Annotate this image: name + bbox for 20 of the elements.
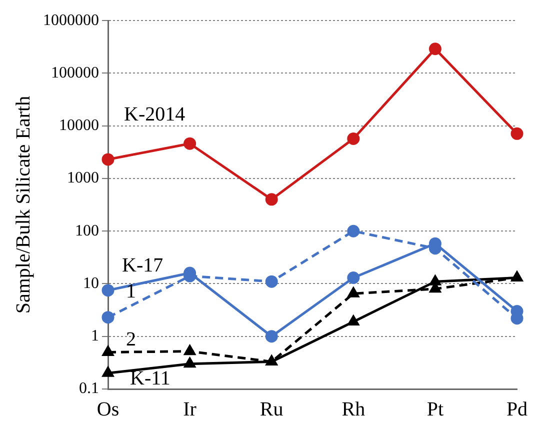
series-label: 1 <box>126 280 136 303</box>
series-label: K-11 <box>130 367 170 390</box>
series-label: K-2014 <box>124 104 186 126</box>
x-tick-label: Ir <box>183 398 197 420</box>
x-tick-label: Os <box>96 398 120 420</box>
x-tick-label: Pt <box>426 398 444 420</box>
y-tick-label: 0.1 <box>79 380 99 398</box>
y-tick-label: 100 <box>75 222 99 240</box>
y-tick-label: 1 <box>91 328 99 345</box>
series-label: 2 <box>126 328 136 350</box>
y-axis-title: Sample/Bulk Silicate Earth <box>12 96 34 314</box>
y-tick-label: 1000000 <box>43 12 99 29</box>
y-tick-label: 10 <box>83 274 99 292</box>
y-tick-label: 100000 <box>51 64 99 82</box>
y-tick-label: 10000 <box>59 117 99 134</box>
x-tick-label: Rh <box>342 398 366 420</box>
x-tick-label: Pd <box>506 398 528 420</box>
x-tick-label: Ru <box>260 398 284 420</box>
series-label: K-17 <box>122 254 164 277</box>
y-tick-label: 1000 <box>67 170 99 187</box>
